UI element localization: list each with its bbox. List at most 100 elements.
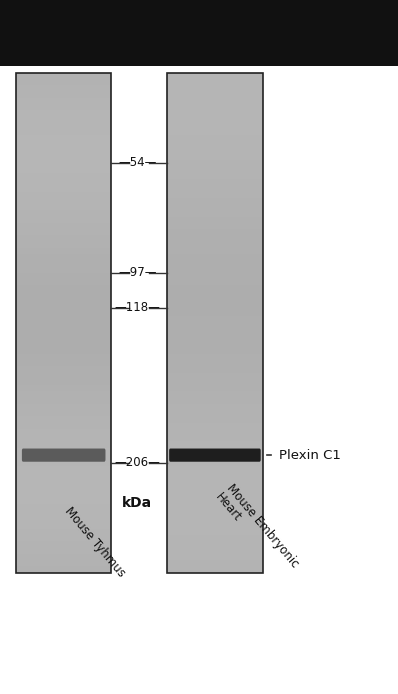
Bar (16, 298, 111, 304)
Bar (167, 304, 263, 310)
Bar (167, 373, 263, 379)
Bar (16, 354, 111, 360)
Bar (167, 217, 263, 223)
Bar (16, 285, 111, 291)
Bar (16, 554, 111, 560)
Bar (167, 466, 263, 473)
Bar (16, 548, 111, 554)
Bar (16, 291, 111, 298)
Bar (16, 117, 111, 123)
Text: kDa: kDa (122, 496, 152, 510)
Bar (167, 266, 263, 273)
Bar (167, 173, 263, 179)
Bar (167, 285, 263, 291)
Bar (16, 217, 111, 223)
Bar (167, 210, 263, 217)
Bar (16, 566, 111, 573)
Bar (167, 192, 263, 198)
Bar (16, 323, 111, 329)
Bar (16, 498, 111, 504)
Bar (167, 242, 263, 248)
Bar (167, 554, 263, 560)
Bar (167, 473, 263, 479)
Bar (16, 335, 111, 341)
Bar (167, 260, 263, 266)
Bar (167, 379, 263, 385)
Bar (16, 504, 111, 510)
Bar (16, 485, 111, 491)
Bar (167, 410, 263, 416)
Bar (16, 516, 111, 523)
Bar (16, 135, 111, 142)
Text: Plexin C1: Plexin C1 (279, 448, 340, 462)
Bar (167, 167, 263, 173)
Bar (16, 173, 111, 179)
Bar (16, 529, 111, 535)
Bar (167, 73, 263, 573)
Bar (16, 223, 111, 229)
Bar (16, 73, 111, 79)
Bar (16, 441, 111, 448)
Bar (167, 235, 263, 242)
Bar (16, 129, 111, 135)
Bar (16, 404, 111, 410)
Bar (167, 148, 263, 154)
Bar (167, 391, 263, 398)
Bar (16, 142, 111, 148)
Bar (167, 416, 263, 423)
Bar (167, 179, 263, 185)
Bar (16, 260, 111, 266)
Bar (16, 379, 111, 385)
Bar (167, 135, 263, 142)
Bar (167, 548, 263, 554)
Bar (167, 510, 263, 516)
Bar (16, 535, 111, 541)
Bar (167, 535, 263, 541)
Bar (16, 398, 111, 404)
Bar (16, 523, 111, 529)
Bar (167, 291, 263, 298)
Bar (167, 348, 263, 354)
Bar (167, 123, 263, 129)
Bar (16, 160, 111, 167)
Bar (16, 423, 111, 429)
Bar (167, 441, 263, 448)
Bar (16, 541, 111, 548)
Bar (16, 360, 111, 366)
Bar (167, 541, 263, 548)
Bar (16, 79, 111, 85)
Bar (167, 185, 263, 192)
Bar (167, 360, 263, 366)
Bar (16, 310, 111, 316)
Bar (16, 491, 111, 498)
Bar (16, 266, 111, 273)
Bar (167, 366, 263, 373)
Bar (167, 92, 263, 98)
Bar (167, 229, 263, 235)
Bar (16, 473, 111, 479)
Bar (167, 423, 263, 429)
Bar (16, 279, 111, 285)
Bar (0, 0, 398, 66)
Bar (167, 254, 263, 260)
Bar (167, 404, 263, 410)
Bar (16, 510, 111, 516)
Bar (167, 310, 263, 316)
Bar (167, 448, 263, 454)
Bar (167, 298, 263, 304)
Bar (167, 198, 263, 204)
Bar (16, 104, 111, 110)
Bar (167, 341, 263, 348)
FancyBboxPatch shape (22, 448, 105, 462)
Bar (167, 479, 263, 485)
Bar (16, 198, 111, 204)
Bar (16, 466, 111, 473)
Bar (167, 335, 263, 341)
Bar (16, 435, 111, 441)
Bar (16, 185, 111, 192)
Bar (16, 167, 111, 173)
Bar (167, 110, 263, 117)
Bar (16, 85, 111, 92)
Bar (16, 366, 111, 373)
Bar (16, 210, 111, 217)
